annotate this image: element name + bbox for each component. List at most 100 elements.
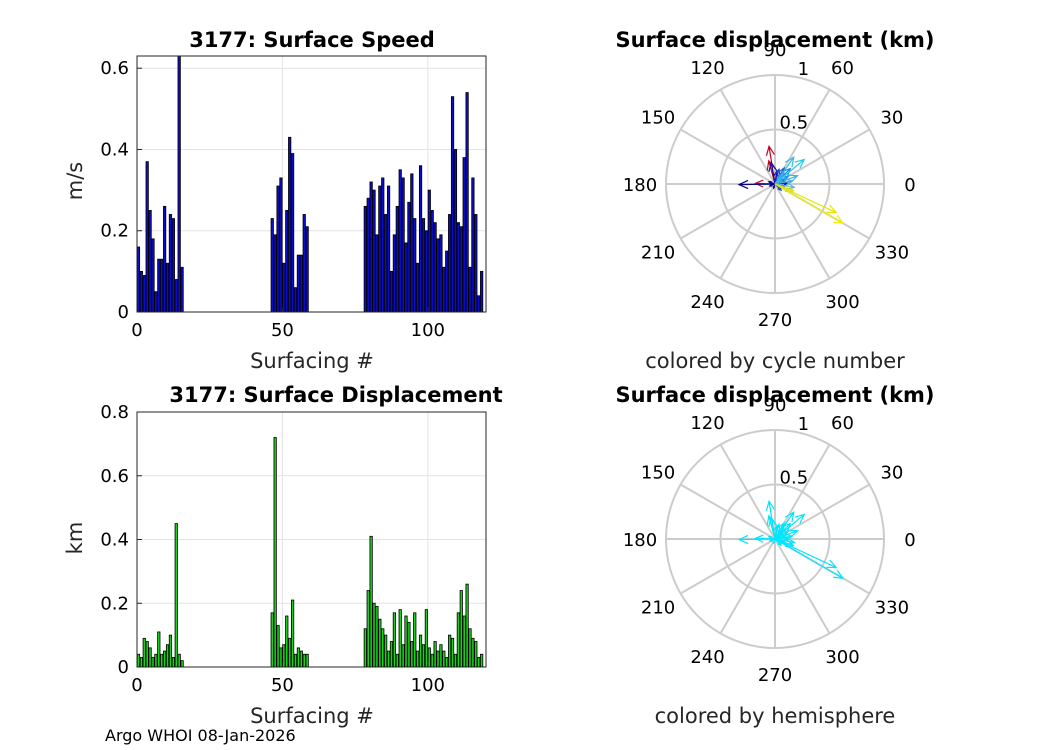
polar-hemisphere-title: Surface displacement (km) (615, 383, 934, 407)
polar-hemisphere-angle-label: 180 (623, 530, 657, 551)
displacement-bar (471, 637, 475, 668)
speed-bar (165, 262, 170, 313)
speed-bar (296, 254, 301, 313)
speed-bar (410, 173, 414, 313)
polar-cycle-arrow (774, 183, 845, 224)
polar-hemisphere-arrow (774, 538, 838, 569)
displacement-bar (139, 657, 143, 668)
footer-credit: Argo WHOI 08-Jan-2026 (105, 726, 296, 745)
speed-bar (401, 177, 405, 313)
displacement-bar (372, 602, 376, 668)
displacement-bar (378, 618, 382, 668)
speed-bar (291, 153, 295, 313)
polar-hemisphere-arrow (774, 538, 845, 579)
displacement-bar (369, 535, 373, 668)
speed-bar (157, 258, 161, 313)
polar-cycle-arrow (737, 179, 776, 190)
speed-bar (168, 214, 173, 313)
polar-cycle-arrows (737, 144, 845, 224)
displacement-x-tick-label: 100 (411, 675, 445, 696)
displacement-bar (145, 641, 149, 668)
displacement-bar (285, 615, 289, 668)
displacement-bars (136, 437, 484, 668)
displacement-bar (154, 653, 158, 668)
speed-bar (439, 234, 443, 313)
polar-cycle-arrow (774, 158, 806, 185)
displacement-bar (273, 437, 277, 668)
displacement-bar (445, 657, 449, 668)
polar-cycle-angle-label: 60 (831, 58, 854, 79)
displacement-bar (381, 628, 385, 668)
displacement-bar (136, 653, 141, 668)
displacement-bar (442, 650, 446, 668)
displacement-bar (375, 606, 379, 668)
polar-cycle-arrow (768, 183, 776, 187)
polar-hemisphere-angle-label: 150 (641, 463, 675, 484)
displacement-bar (291, 599, 295, 668)
speed-x-tick-label: 0 (131, 320, 142, 341)
displacement-bar (177, 653, 181, 668)
displacement-bar (462, 615, 466, 668)
speed-bar (163, 205, 167, 313)
polar-hemisphere-arrow (767, 535, 776, 540)
speed-bar (424, 230, 428, 313)
speed-bar (285, 210, 289, 313)
displacement-chart-title: 3177: Surface Displacement (169, 383, 502, 407)
displacement-bar (386, 650, 391, 668)
polar-cycle-angle-label: 120 (690, 58, 724, 79)
speed-bar (174, 279, 178, 313)
polar-hemisphere-caption: colored by hemisphere (655, 704, 896, 728)
displacement-bar (398, 609, 402, 668)
displacement-bar (436, 650, 440, 668)
speed-bar (421, 218, 426, 313)
speed-bar (407, 201, 411, 313)
displacement-bar (456, 612, 460, 668)
speed-bar (139, 270, 143, 313)
displacement-bar (474, 641, 478, 668)
displacement-bar (276, 625, 280, 668)
displacement-bar (459, 590, 463, 668)
polar-hemisphere-arrow (774, 511, 795, 540)
speed-bar (465, 92, 469, 313)
speed-bar (436, 238, 440, 313)
polar-hemisphere-arrow (737, 534, 776, 545)
speed-bar (480, 270, 484, 313)
displacement-bar (480, 653, 484, 668)
displacement-bar (163, 650, 167, 668)
displacement-bar (299, 650, 303, 668)
speed-axes-box (136, 55, 487, 313)
displacement-bar (305, 653, 309, 668)
polar-hemisphere-arrow (772, 538, 776, 545)
displacement-bar (302, 653, 306, 668)
polar-cycle-angle-label: 90 (764, 40, 787, 61)
displacement-bar (468, 628, 472, 668)
speed-x-axis-label: Surfacing # (250, 349, 374, 373)
speed-chart: 3177: Surface Speed Surfacing # m/s 0 50 1… (63, 28, 487, 373)
speed-bar (404, 242, 408, 313)
speed-bar (369, 181, 373, 313)
polar-hemisphere-arrow (774, 513, 806, 540)
displacement-bar (279, 647, 283, 668)
displacement-bar (410, 641, 414, 668)
speed-bar (386, 185, 391, 313)
speed-bar (372, 189, 376, 313)
speed-bar (154, 291, 158, 313)
speed-bar (392, 234, 396, 313)
speed-x-tick-label: 50 (271, 320, 294, 341)
polar-hemisphere-arrow (768, 538, 776, 542)
speed-chart-title: 3177: Surface Speed (189, 28, 435, 52)
polar-cycle-radial-label: 0.5 (780, 112, 809, 133)
polar-cycle-arrow (772, 183, 776, 190)
speed-bar (462, 157, 466, 313)
displacement-x-axis-label: Surfacing # (250, 704, 374, 728)
speed-bar (442, 266, 446, 313)
displacement-x-tick-label: 0 (131, 675, 142, 696)
speed-bar (270, 218, 274, 313)
speed-bar (366, 197, 370, 313)
displacement-y-tick-label: 0.8 (100, 402, 129, 423)
speed-bar (389, 270, 394, 313)
speed-bar (136, 246, 141, 313)
speed-bar (433, 222, 437, 313)
speed-bar (145, 161, 149, 313)
